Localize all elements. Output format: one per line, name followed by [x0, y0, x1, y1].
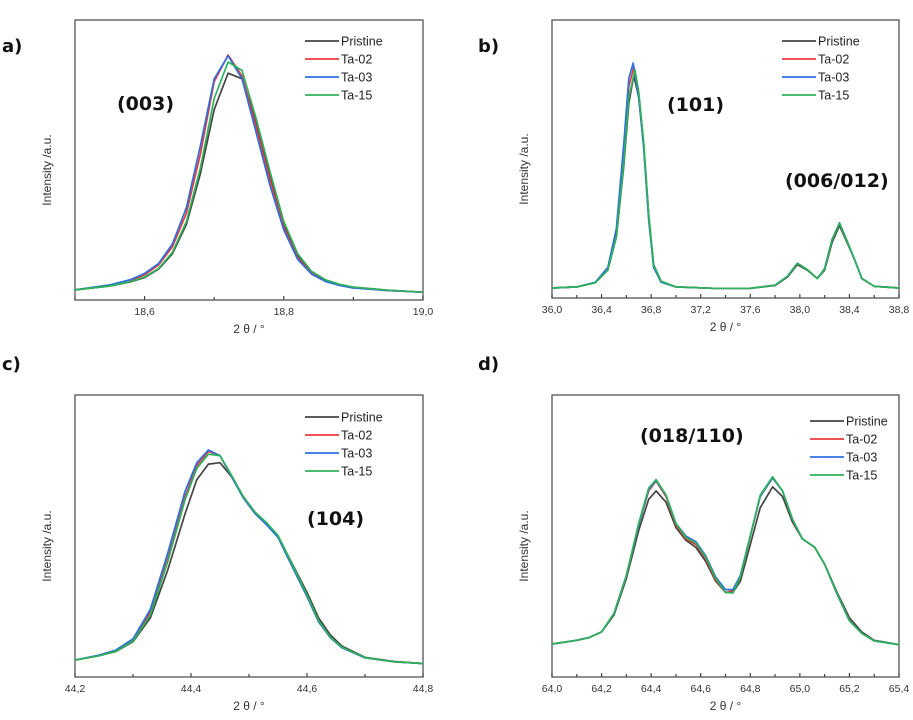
series-line-ta-02 — [75, 450, 423, 665]
series-line-pristine — [75, 461, 423, 665]
x-tick-label: 44,4 — [181, 683, 202, 695]
y-axis-title: Intensity /a.u. — [40, 134, 54, 205]
x-tick-label: 38,8 — [889, 304, 910, 316]
x-tick-label: 18,6 — [134, 306, 155, 318]
x-tick-label: 44,8 — [413, 683, 434, 695]
x-tick-label: 65,0 — [790, 683, 811, 695]
y-axis-title: Intensity /a.u. — [517, 133, 531, 204]
peak-annotation: (006/012) — [785, 170, 889, 192]
series-line-ta-03 — [75, 449, 423, 665]
x-tick-label: 38,4 — [839, 304, 860, 316]
panel-d: d) 64,0 64,2 64,4 64,6 64,8 65,0 65,2 65,4 2 θ / … — [478, 354, 909, 713]
x-tick-label: 37,6 — [740, 304, 761, 316]
panel-label: a) — [2, 36, 22, 57]
x-axis-title: 2 θ / ° — [233, 322, 265, 336]
legend-label: Pristine — [846, 415, 888, 429]
panel-label: b) — [478, 36, 499, 57]
legend-label: Ta-03 — [341, 447, 372, 461]
x-axis-title: 2 θ / ° — [710, 320, 742, 334]
panel-a: a) 18,6 18,8 19,0 2 θ / ° Intensity /a.u. (003… — [2, 19, 434, 336]
peak-annotation: (003) — [117, 93, 174, 115]
x-tick-label: 38,0 — [790, 304, 811, 316]
x-tick-label: 36,8 — [641, 304, 662, 316]
x-tick-label: 64,0 — [542, 683, 563, 695]
series-line-ta-03 — [552, 477, 899, 646]
legend-label: Pristine — [341, 35, 383, 49]
series-line-ta-02 — [552, 477, 899, 646]
x-tick-label: 44,6 — [297, 683, 318, 695]
legend-label: Pristine — [818, 35, 860, 49]
panel-c: c) 44,2 44,4 44,6 44,8 2 θ / ° Intensity /a.u.… — [2, 354, 433, 713]
x-tick-label: 18,8 — [274, 306, 295, 318]
x-tick-label: 37,2 — [690, 304, 711, 316]
series-line-ta-15 — [552, 475, 899, 646]
legend-label: Ta-15 — [341, 89, 372, 103]
legend-label: Ta-15 — [818, 89, 849, 103]
x-axis-title: 2 θ / ° — [233, 699, 265, 713]
x-tick-label: 65,2 — [839, 683, 860, 695]
x-tick-label: 64,2 — [591, 683, 612, 695]
x-axis-title: 2 θ / ° — [710, 699, 742, 713]
panel-label: d) — [478, 354, 499, 375]
legend: Pristine Ta-02 Ta-03 Ta-15 — [782, 35, 860, 103]
x-tick-label: 64,4 — [641, 683, 662, 695]
x-tick-label: 64,6 — [690, 683, 711, 695]
legend-label: Pristine — [341, 411, 383, 425]
legend-label: Ta-02 — [818, 53, 849, 67]
peak-annotation: (101) — [667, 94, 724, 116]
legend-label: Ta-03 — [341, 71, 372, 85]
legend: Pristine Ta-02 Ta-03 Ta-15 — [305, 35, 383, 103]
legend-label: Ta-02 — [341, 429, 372, 443]
x-tick-label: 64,8 — [740, 683, 761, 695]
panel-label: c) — [2, 354, 21, 375]
peak-annotation: (104) — [307, 508, 364, 530]
legend-label: Ta-02 — [846, 433, 877, 447]
y-axis-title: Intensity /a.u. — [517, 510, 531, 581]
legend: Pristine Ta-02 Ta-03 Ta-15 — [305, 411, 383, 479]
x-tick-label: 44,2 — [65, 683, 86, 695]
x-tick-label: 36,0 — [542, 304, 563, 316]
panel-b: b) 36,0 36,4 36,8 37,2 37,6 38,0 38,4 38,8 2 θ / … — [478, 19, 910, 334]
series-line-pristine — [552, 486, 899, 646]
legend-label: Ta-03 — [846, 451, 877, 465]
legend-label: Ta-15 — [846, 469, 877, 483]
legend: Pristine Ta-02 Ta-03 Ta-15 — [810, 415, 888, 483]
legend-label: Ta-03 — [818, 71, 849, 85]
series-line-ta-15 — [75, 453, 423, 665]
x-tick-label: 36,4 — [591, 304, 612, 316]
peak-annotation: (018/110) — [640, 425, 744, 447]
x-tick-label: 65,4 — [889, 683, 910, 695]
series-line-ta-15 — [75, 61, 423, 294]
legend-label: Ta-15 — [341, 465, 372, 479]
series-line-ta-15 — [552, 69, 899, 290]
legend-label: Ta-02 — [341, 53, 372, 67]
plot-frame — [74, 19, 424, 301]
x-tick-label: 19,0 — [413, 306, 434, 318]
y-axis-title: Intensity /a.u. — [40, 510, 54, 581]
series-line-ta-03 — [75, 54, 423, 294]
